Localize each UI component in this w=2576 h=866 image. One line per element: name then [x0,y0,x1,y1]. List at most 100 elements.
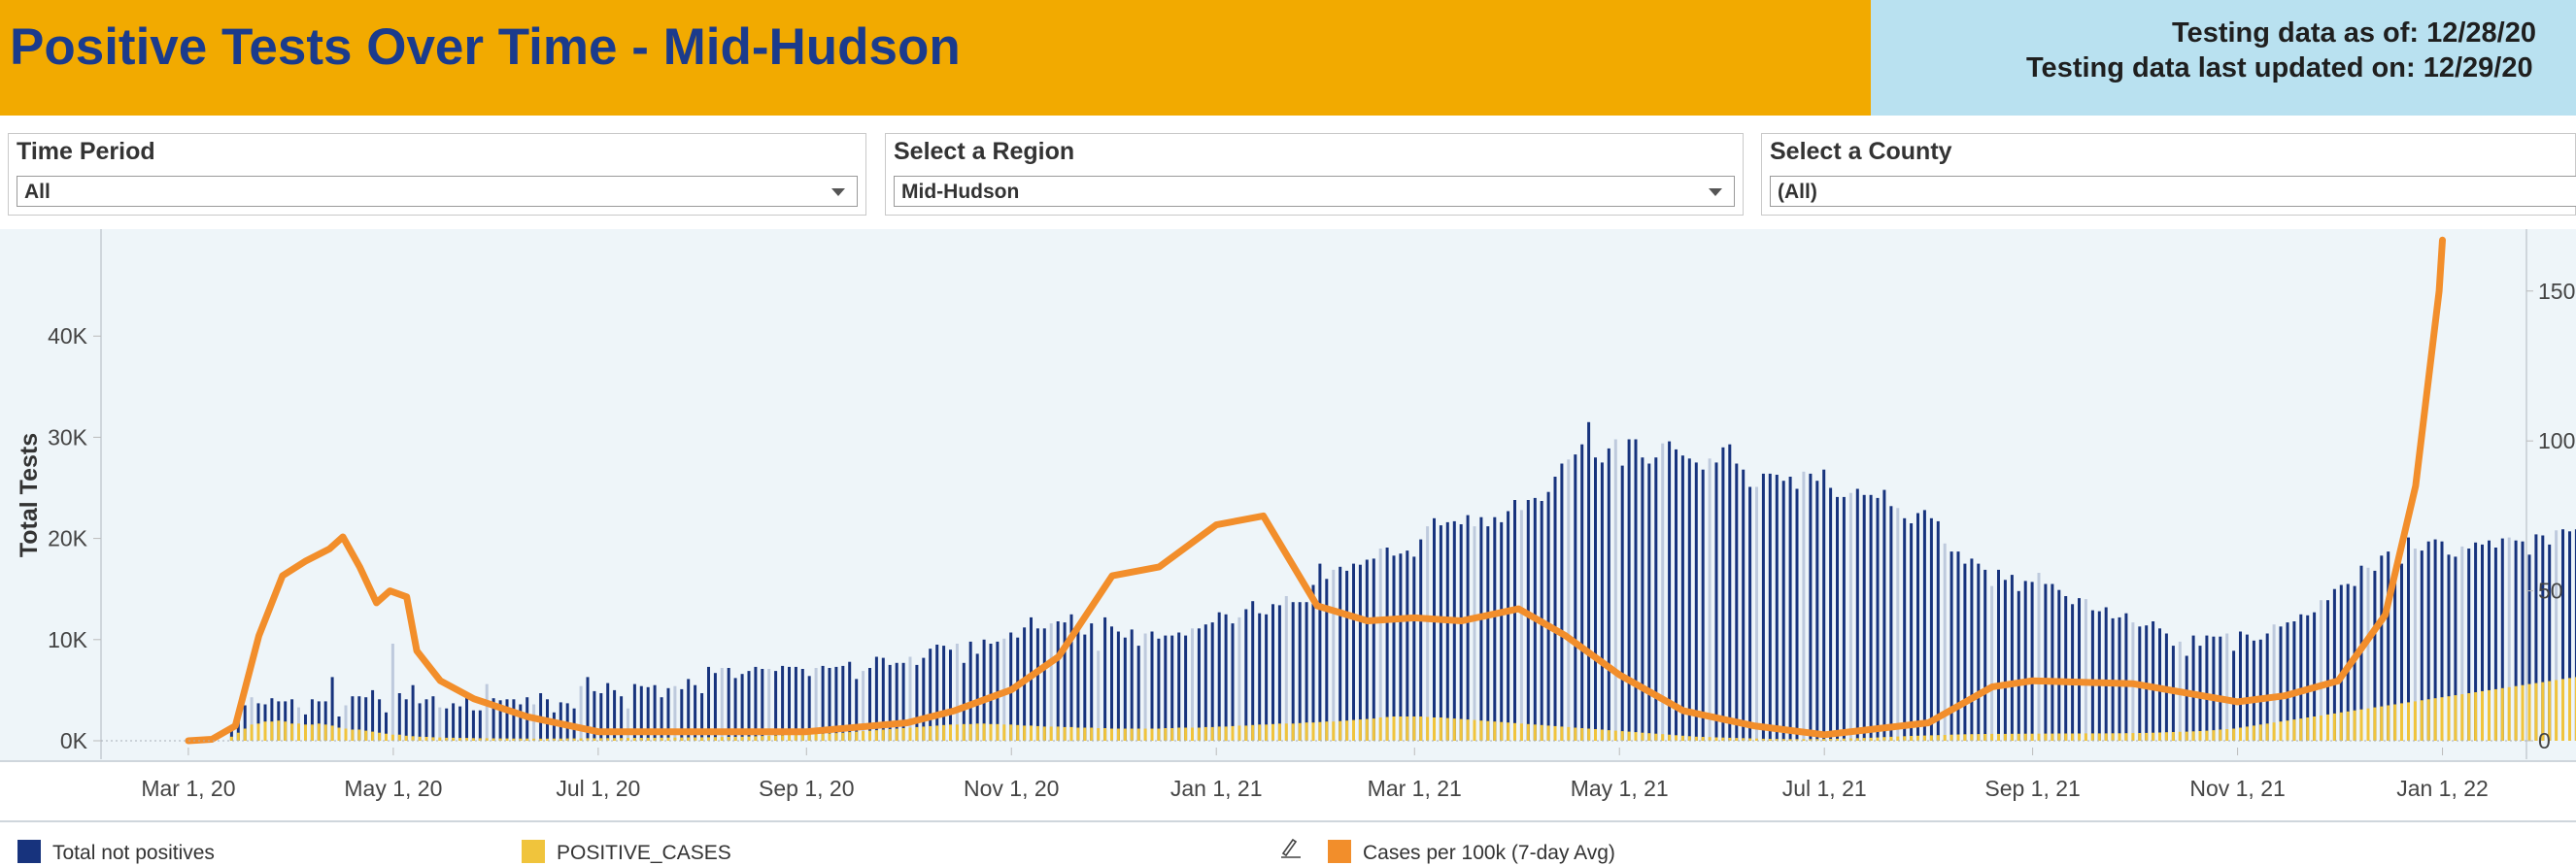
not-positive-bar [1358,564,1362,741]
county-dropdown[interactable]: (All) [1770,176,2576,207]
not-positive-bar [942,646,946,741]
positive-cases-bar [1392,716,1396,741]
not-positive-bar [1244,609,1248,741]
not-positive-bar [1855,488,1859,741]
positive-cases-bar [2332,713,2336,741]
not-positive-bar [2185,655,2188,741]
not-positive-bar [1445,521,1449,741]
not-positive-bar [1970,558,1974,741]
testing-data-as-of: Testing data as of: 12/28/20 [2172,17,2536,49]
not-positive-bar [1345,570,1349,741]
positive-cases-bar [519,738,523,741]
positive-cases-bar [1896,736,1900,741]
not-positive-bar [1963,563,1967,741]
not-positive-bar [740,674,744,741]
positive-cases-bar [344,728,348,741]
positive-cases-bar [1493,721,1497,741]
positive-cases-bar [632,738,636,741]
x-tick-label: Jul 1, 20 [556,776,640,801]
positive-cases-bar [364,730,368,741]
positive-cases-bar [304,724,307,741]
not-positive-bar [1318,563,1322,741]
positive-cases-bar [800,734,804,741]
not-positive-bar [236,714,240,741]
not-positive-bar [465,692,468,741]
not-positive-bar [1063,622,1067,741]
y-tick-label: 0K [60,728,88,753]
positive-cases-bar [2313,716,2317,741]
x-tick-label: May 1, 20 [344,776,442,801]
positive-cases-bar [1680,735,1684,741]
positive-cases-bar [1332,721,1336,741]
positive-cases-bar [351,729,355,741]
positive-cases-bar [2366,708,2370,741]
not-positive-bar [385,712,388,741]
positive-cases-bar [2426,699,2430,741]
not-positive-bar [1654,457,1658,741]
region-dropdown[interactable]: Mid-Hudson [894,176,1735,207]
positive-cases-bar [955,724,959,741]
not-positive-bar [613,689,617,741]
not-positive-bar [424,699,428,741]
positive-cases-bar [2064,733,2068,741]
positive-cases-bar [2346,711,2350,741]
legend-swatch-rate [1328,840,1351,863]
positive-cases-bar [2521,684,2525,741]
positive-cases-bar [1735,738,1739,741]
not-positive-bar [1620,465,1624,741]
not-positive-bar [2413,549,2417,741]
not-positive-bar [989,644,993,741]
positive-cases-bar [2460,694,2464,741]
not-positive-bar [1519,510,1523,741]
not-positive-bar [1949,551,1953,741]
positive-cases-bar [834,733,838,741]
not-positive-bar [1136,646,1140,741]
positive-cases-bar [1513,722,1516,741]
not-positive-bar [707,666,710,741]
not-positive-bar [1231,623,1235,741]
not-positive-bar [2440,541,2444,741]
positive-cases-bar [2568,678,2571,741]
positive-cases-bar [1507,722,1510,741]
not-positive-bar [1473,526,1476,741]
positive-cases-bar [1378,717,1382,741]
not-positive-bar [2084,599,2087,741]
not-positive-bar [1983,569,1987,741]
positive-cases-bar [1701,737,1705,741]
positive-cases-bar [1620,731,1624,741]
not-positive-bar [1493,516,1497,741]
pen-icon[interactable] [1277,836,1303,861]
positive-cases-bar [323,724,327,741]
not-positive-bar [445,708,449,741]
not-positive-bar [1339,566,1342,741]
positive-cases-bar [1479,720,1483,741]
positive-cases-bar [1035,725,1039,741]
not-positive-bar [1553,477,1557,741]
positive-cases-bar [2239,727,2242,741]
positive-cases-bar [1526,723,1530,741]
not-positive-bar [1076,628,1080,741]
not-positive-bar [1607,448,1610,741]
not-positive-bar [975,653,979,741]
positive-cases-bar [694,737,697,741]
not-positive-bar [1876,497,1880,741]
positive-cases-bar [1426,716,1430,741]
not-positive-bar [821,665,825,741]
not-positive-bar [1452,520,1456,741]
not-positive-bar [2527,554,2531,741]
not-positive-bar [404,699,408,741]
positive-cases-bar [1687,736,1691,741]
positive-cases-bar [498,738,502,741]
not-positive-bar [1842,496,1846,741]
time-period-dropdown[interactable]: All [17,176,858,207]
not-positive-bar [1680,455,1684,741]
positive-cases-bar [1284,723,1288,741]
not-positive-bar [1889,506,1893,741]
positive-cases-bar [975,723,979,741]
positive-cases-bar [1358,719,1362,741]
testing-data-last-updated: Testing data last updated on: 12/29/20 [2026,52,2533,83]
not-positive-bar [1459,524,1463,741]
not-positive-bar [700,693,704,741]
positive-cases-bar [1600,729,1604,741]
not-positive-bar [2488,540,2491,741]
